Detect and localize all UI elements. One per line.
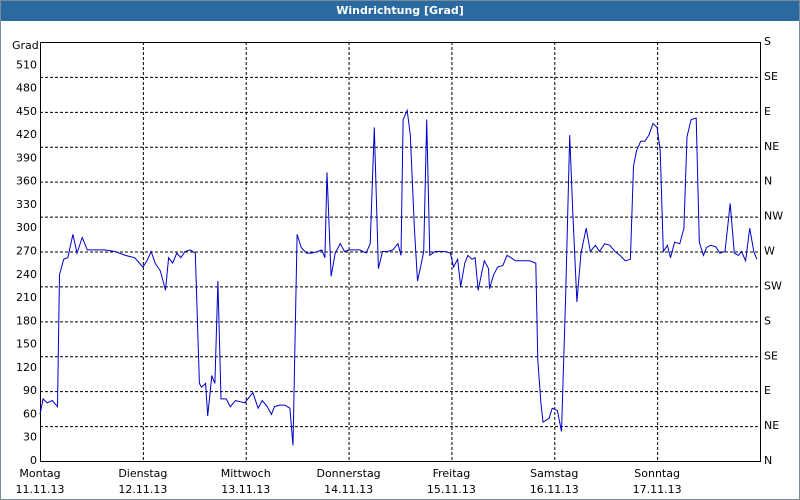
y-tick-label: 510: [16, 58, 37, 71]
x-tick-label: Donnerstag: [316, 467, 380, 480]
y2-tick-label: S: [764, 314, 771, 327]
y2-tick-label: E: [764, 384, 771, 397]
y2-tick-label: NW: [764, 210, 783, 223]
y-tick-label: 60: [23, 407, 37, 420]
x-tick-label: Sonntag: [634, 467, 680, 480]
y2-tick-label: NE: [764, 140, 779, 153]
y2-tick-label: S: [764, 35, 771, 48]
y-tick-label: 180: [16, 314, 37, 327]
y-tick-label: 90: [23, 384, 37, 397]
y2-tick-label: N: [764, 175, 772, 188]
y-tick-label: 0: [30, 454, 37, 467]
y2-tick-label: W: [764, 245, 775, 258]
y2-tick-label: SE: [764, 70, 778, 83]
y-tick-label: 450: [16, 105, 37, 118]
x-tick-date: 16.11.13: [530, 483, 579, 496]
x-tick-date: 14.11.13: [324, 483, 373, 496]
x-tick-label: Montag: [19, 467, 60, 480]
plot-frame: [40, 42, 761, 462]
y2-tick-label: E: [764, 105, 771, 118]
x-tick-label: Freitag: [433, 467, 471, 480]
x-tick-label: Mittwoch: [221, 467, 271, 480]
x-tick-date: 17.11.13: [633, 483, 682, 496]
x-tick-label: Dienstag: [118, 467, 167, 480]
x-tick-label: Samstag: [530, 467, 578, 480]
y-tick-label: 300: [16, 221, 37, 234]
y-axis-label: Grad: [12, 39, 39, 52]
y2-tick-label: SW: [764, 279, 782, 292]
y-tick-label: 210: [16, 291, 37, 304]
y-tick-label: 150: [16, 338, 37, 351]
y-tick-label: 120: [16, 361, 37, 374]
x-tick-date: 12.11.13: [118, 483, 167, 496]
y-tick-label: 240: [16, 268, 37, 281]
y-tick-label: 480: [16, 82, 37, 95]
y-tick-label: 330: [16, 198, 37, 211]
chart-title: Windrichtung [Grad]: [1, 1, 799, 21]
y2-tick-label: SE: [764, 349, 778, 362]
y-tick-label: 270: [16, 245, 37, 258]
x-tick-date: 15.11.13: [427, 483, 476, 496]
y-tick-label: 30: [23, 431, 37, 444]
x-tick-date: 11.11.13: [16, 483, 65, 496]
data-line: [39, 108, 758, 446]
y2-tick-label: N: [764, 454, 772, 467]
y-tick-label: 390: [16, 151, 37, 164]
y-tick-label: 420: [16, 128, 37, 141]
y-tick-label: 360: [16, 175, 37, 188]
y2-tick-label: NE: [764, 419, 779, 432]
x-tick-date: 13.11.13: [221, 483, 270, 496]
